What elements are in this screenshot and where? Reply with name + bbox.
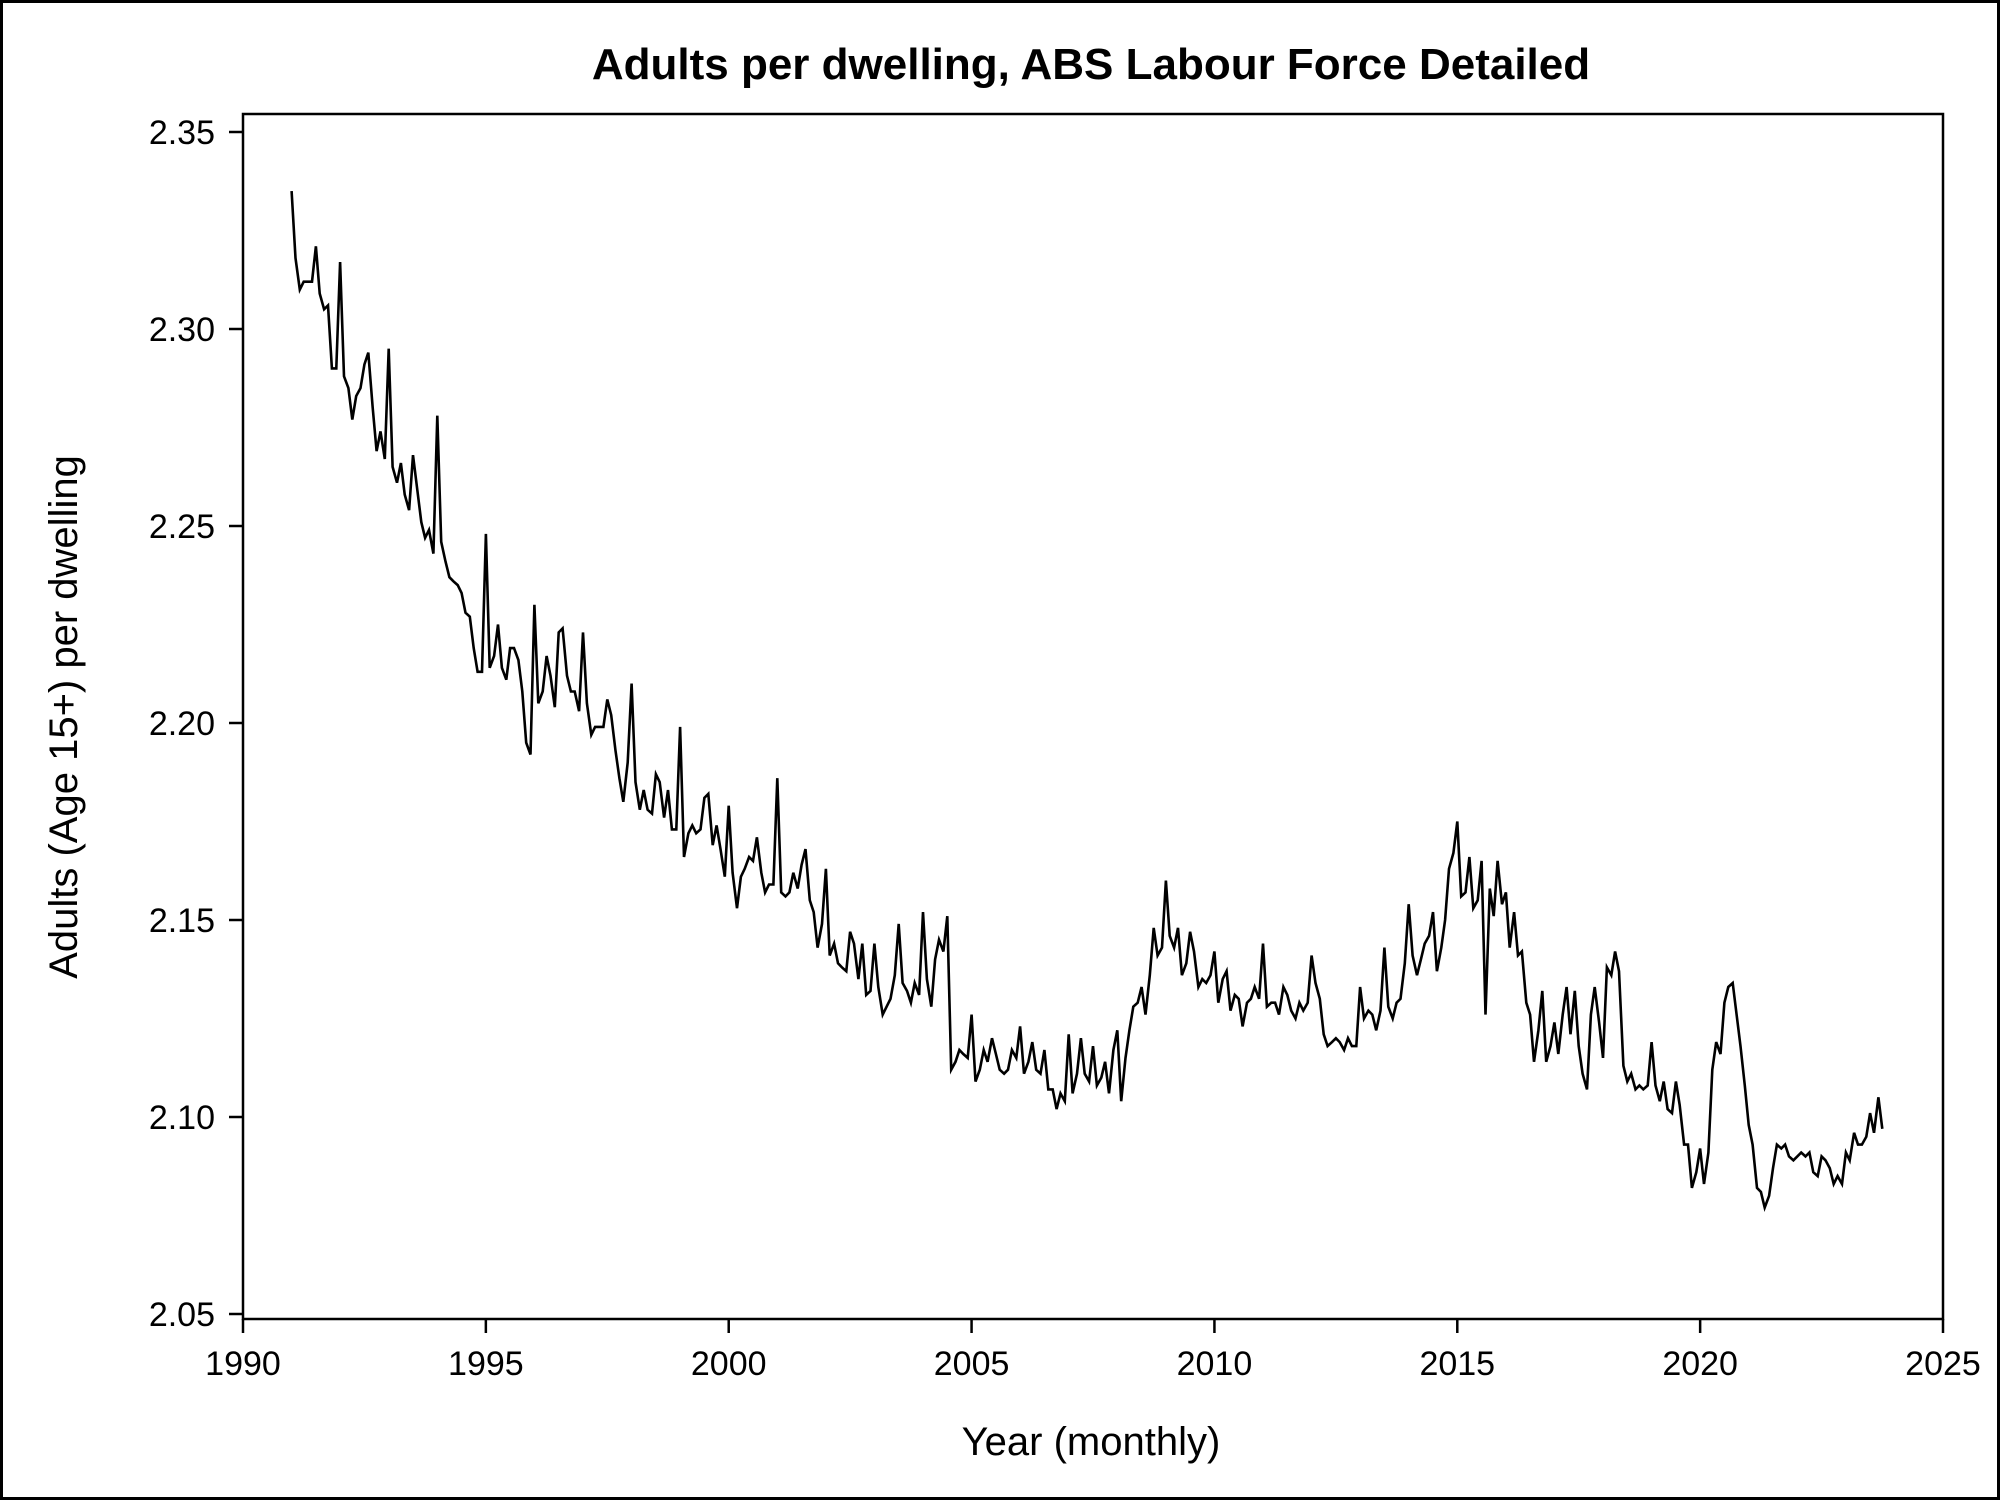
x-tick-label: 1990 — [205, 1345, 281, 1383]
chart-title: Adults per dwelling, ABS Labour Force De… — [592, 40, 1590, 89]
line-chart: Adults per dwelling, ABS Labour Force De… — [42, 40, 1981, 1464]
x-axis-label: Year (monthly) — [962, 1420, 1221, 1464]
y-tick-label: 2.20 — [149, 705, 215, 743]
x-tick-label: 2005 — [934, 1345, 1010, 1383]
series-layer — [290, 191, 1884, 1213]
plot-area — [241, 112, 1945, 1321]
x-tick-label: 2025 — [1905, 1345, 1981, 1383]
y-axis: 2.05 2.10 2.15 2.20 2.25 2.30 2.35 — [149, 114, 243, 1334]
y-tick-label: 2.05 — [149, 1296, 215, 1334]
y-tick-label: 2.30 — [149, 311, 215, 349]
x-tick-label: 2000 — [691, 1345, 767, 1383]
x-tick-label: 1995 — [448, 1345, 524, 1383]
y-tick-label: 2.10 — [149, 1099, 215, 1137]
series-line — [290, 191, 1884, 1213]
x-tick-label: 2015 — [1419, 1345, 1495, 1383]
x-axis: 1990 1995 2000 2005 2010 2015 2020 2025 — [205, 1319, 1981, 1383]
x-tick-label: 2010 — [1177, 1345, 1253, 1383]
y-tick-label: 2.25 — [149, 508, 215, 546]
y-tick-label: 2.15 — [149, 902, 215, 940]
x-tick-label: 2020 — [1662, 1345, 1738, 1383]
y-tick-label: 2.35 — [149, 114, 215, 152]
y-axis-label: Adults (Age 15+) per dwelling — [42, 455, 86, 979]
